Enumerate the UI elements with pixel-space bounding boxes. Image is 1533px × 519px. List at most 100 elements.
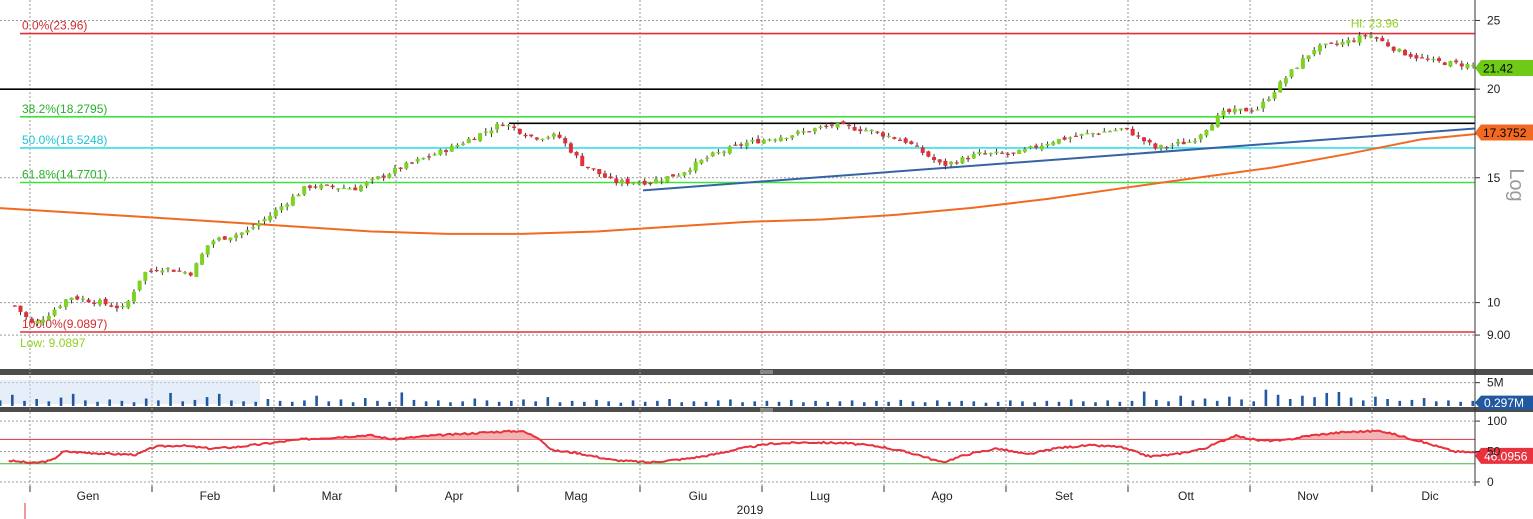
volume-bar (230, 400, 233, 406)
candle-body (387, 174, 392, 179)
volume-bar (424, 401, 428, 406)
candle-body (1300, 58, 1305, 69)
candle-body (307, 185, 312, 188)
candle-body (1312, 50, 1317, 55)
candle-body (370, 178, 375, 181)
candle-body (835, 123, 840, 128)
volume-bar (266, 399, 270, 406)
candle-body (1102, 131, 1107, 133)
candle-body (949, 161, 954, 165)
candle-body (1295, 67, 1300, 69)
candle-body (506, 125, 511, 127)
candle-body (960, 157, 965, 164)
candle-body (1187, 141, 1192, 143)
support-trendline (643, 127, 1476, 192)
volume-bar (1167, 401, 1170, 406)
candle-body (591, 168, 596, 170)
candle-body (1363, 35, 1368, 37)
candle-body (375, 176, 380, 179)
candle-body (381, 175, 386, 178)
volume-bar (546, 397, 550, 406)
candle-body (733, 144, 738, 146)
candle-body (636, 182, 641, 185)
candle-body (1221, 110, 1226, 116)
volume-bar (485, 400, 489, 406)
candle-body (1085, 133, 1090, 135)
candle-body (892, 137, 897, 139)
candle-body (358, 185, 363, 192)
candle-body (994, 151, 999, 154)
candle-body (239, 232, 244, 235)
candle-body (444, 150, 449, 153)
candle-body (863, 130, 868, 132)
volume-bar (741, 402, 744, 406)
candle-body (1420, 57, 1425, 59)
volume-bar (753, 401, 757, 406)
volume-profile (0, 380, 260, 404)
panel-separator-top[interactable] (0, 369, 1533, 375)
candle-body (404, 162, 409, 169)
volume-bar (1398, 400, 1402, 406)
volume-bar (631, 400, 635, 406)
candle-body (466, 138, 471, 143)
price-tick-label: 15 (1487, 171, 1501, 185)
volume-bar (71, 393, 75, 406)
candle-body (1153, 143, 1158, 149)
candle-body (966, 157, 971, 160)
volume-bar (351, 402, 355, 406)
month-label: Gen (77, 489, 100, 503)
volume-bar (1288, 399, 1292, 406)
fib-level-label: 100.0%(9.0897) (22, 317, 107, 331)
candle-body (937, 159, 942, 163)
candle-body (1255, 109, 1260, 111)
low-label: Low: 9.0897 (20, 336, 86, 350)
price-tick-label: 20 (1487, 82, 1501, 96)
candle-body (761, 139, 766, 144)
volume-bar (497, 401, 501, 406)
candle-body (319, 184, 324, 189)
candle-body (1380, 37, 1385, 42)
candle-body (829, 124, 834, 126)
candle-body (1368, 35, 1373, 38)
candle-body (211, 240, 216, 245)
candle-body (654, 179, 659, 184)
candle-body (279, 206, 284, 211)
volume-bar (290, 401, 294, 406)
candle-body (619, 179, 624, 184)
volume-bar (826, 401, 830, 406)
volume-bar (473, 398, 477, 406)
candle-body (1289, 69, 1294, 77)
candle-body (631, 182, 636, 184)
candle-body (818, 126, 823, 128)
volume-bar (35, 399, 38, 406)
volume-bar (996, 401, 1000, 406)
volume-bar (692, 401, 696, 406)
candle-body (1391, 46, 1396, 51)
candle-body (1340, 41, 1345, 45)
volume-bar (789, 399, 793, 406)
volume-bar (217, 393, 221, 406)
candle-body (551, 133, 556, 137)
volume-bar (595, 399, 598, 406)
volume-bar (583, 401, 586, 406)
volume-bar (1337, 392, 1341, 406)
volume-bar (0, 400, 2, 406)
volume-bar (1313, 397, 1316, 406)
candle-body (858, 129, 863, 132)
fib-level-label: 38.2%(18.2795) (22, 102, 107, 116)
volume-bar (850, 400, 854, 406)
volume-bar (376, 400, 379, 406)
grid-lines (0, 0, 1475, 486)
volume-bar (96, 401, 99, 406)
candle-body (392, 167, 397, 174)
month-label: Mag (564, 489, 587, 503)
candle-body (1357, 35, 1362, 43)
volume-bar (1422, 398, 1426, 406)
candle-body (1119, 128, 1124, 130)
volume-bar (1374, 396, 1377, 406)
volume-bar (704, 401, 708, 406)
candle-body (234, 234, 239, 238)
candle-body (472, 138, 477, 141)
candle-body (1147, 139, 1152, 143)
candle-body (1465, 64, 1470, 69)
